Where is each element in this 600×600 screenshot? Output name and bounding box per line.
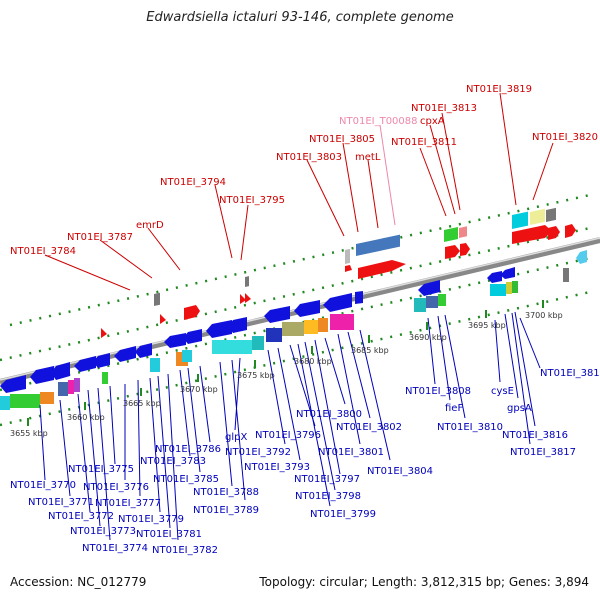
- bottom-gene-label[interactable]: NT01EI_3773: [70, 526, 136, 537]
- forward-features: [101, 207, 576, 338]
- bottom-gene-label[interactable]: NT01EI_3810: [437, 422, 503, 433]
- bottom-gene-label[interactable]: NT01EI_3775: [68, 464, 134, 475]
- bottom-leaders: [39, 311, 541, 541]
- bottom-gene-label[interactable]: gpsA: [507, 403, 532, 414]
- feature-3819b: [548, 226, 560, 240]
- feature-3820: [512, 225, 552, 244]
- top-gene-label[interactable]: NT01EI_3811: [391, 137, 457, 148]
- feature-3811: [445, 245, 460, 259]
- bottom-gene-label[interactable]: NT01EI_3801: [318, 447, 384, 458]
- tick-label: 3700 kbp: [525, 311, 563, 320]
- reverse-features: [0, 250, 587, 410]
- tick-label: 3695 kbp: [468, 321, 506, 330]
- bottom-label-layer: NT01EI_3818 NT01EI_3808 cysE fieF gpsA NT01EI…: [10, 368, 600, 556]
- bottom-gene-label[interactable]: NT01EI_3799: [310, 509, 376, 520]
- tick-label: 3685 kbp: [351, 346, 389, 355]
- feature-3805: [345, 265, 352, 272]
- trna-leader: [379, 124, 396, 226]
- top-gene-label[interactable]: NT01EI_3819: [466, 84, 532, 95]
- bottom-gene-label[interactable]: glpX: [225, 432, 247, 443]
- tick-label: 3680 kbp: [294, 357, 332, 366]
- bottom-gene-label[interactable]: cysE: [491, 386, 514, 397]
- top-leaders: [44, 92, 554, 291]
- bottom-gene-label[interactable]: NT01EI_3779: [118, 514, 184, 525]
- top-label-layer: NT01EI_3819 NT01EI_3813 NT01EI_T00088 cpxA N…: [10, 84, 598, 257]
- bottom-gene-label[interactable]: NT01EI_3774: [82, 543, 148, 554]
- feature-3795: [240, 294, 246, 304]
- feature-3784: [101, 328, 107, 338]
- bottom-gene-label[interactable]: NT01EI_3776: [83, 482, 149, 493]
- bottom-gene-label[interactable]: NT01EI_3804: [367, 466, 433, 477]
- bottom-gene-label[interactable]: NT01EI_3781: [136, 529, 202, 540]
- tick-label: 3675 kbp: [237, 371, 275, 380]
- top-gene-label[interactable]: NT01EI_3787: [67, 232, 133, 243]
- top-gene-label[interactable]: NT01EI_3820: [532, 132, 598, 143]
- bottom-gene-label[interactable]: NT01EI_3788: [193, 487, 259, 498]
- feature-3787: [160, 314, 166, 324]
- bottom-gene-label[interactable]: NT01EI_3783: [140, 456, 206, 467]
- bottom-gene-label[interactable]: NT01EI_3802: [336, 422, 402, 433]
- bottom-gene-label[interactable]: NT01EI_3789: [193, 505, 259, 516]
- bottom-gene-label[interactable]: NT01EI_3818: [540, 368, 600, 379]
- top-gene-label[interactable]: emrD: [136, 220, 164, 231]
- top-gene-label[interactable]: NT01EI_3803: [276, 152, 342, 163]
- bottom-gene-label[interactable]: NT01EI_3782: [152, 545, 218, 556]
- bottom-gene-label[interactable]: NT01EI_3786: [155, 444, 221, 455]
- bottom-gene-label[interactable]: NT01EI_3792: [225, 447, 291, 458]
- top-gene-label[interactable]: NT01EI_T00088: [339, 116, 418, 127]
- feature-3813: [460, 243, 470, 256]
- top-gene-label[interactable]: NT01EI_3794: [160, 177, 226, 188]
- page-title: Edwardsiella ictaluri 93-146, complete g…: [146, 10, 454, 25]
- tick-label: 3660 kbp: [67, 413, 105, 422]
- bottom-gene-label[interactable]: NT01EI_3771: [28, 497, 94, 508]
- bottom-gene-label[interactable]: NT01EI_3800: [296, 409, 362, 420]
- feature-3819c: [565, 224, 576, 238]
- top-gene-label[interactable]: NT01EI_3805: [309, 134, 375, 145]
- bottom-gene-label[interactable]: NT01EI_3777: [95, 498, 161, 509]
- bottom-gene-label[interactable]: NT01EI_3797: [294, 474, 360, 485]
- feature-metL: [358, 260, 406, 279]
- top-gene-label[interactable]: cpxA: [420, 116, 445, 127]
- bottom-gene-label[interactable]: NT01EI_3772: [48, 511, 114, 522]
- top-gene-label[interactable]: NT01EI_3795: [219, 195, 285, 206]
- bottom-gene-label[interactable]: NT01EI_3798: [295, 491, 361, 502]
- tick-label: 3690 kbp: [409, 333, 447, 342]
- bottom-gene-label[interactable]: NT01EI_3816: [502, 430, 568, 441]
- tick-label: 3665 kbp: [123, 399, 161, 408]
- bottom-gene-label[interactable]: NT01EI_3785: [153, 474, 219, 485]
- feature-emrD: [184, 305, 200, 320]
- genome-info-label: Topology: circular; Length: 3,812,315 bp…: [259, 575, 589, 589]
- bottom-gene-label[interactable]: NT01EI_3793: [244, 462, 310, 473]
- bottom-gene-label[interactable]: fieF: [445, 403, 463, 414]
- top-gene-label[interactable]: NT01EI_3784: [10, 246, 76, 257]
- top-gene-label[interactable]: metL: [355, 152, 381, 163]
- top-gene-label[interactable]: NT01EI_3813: [411, 103, 477, 114]
- tick-label: 3670 kbp: [180, 385, 218, 394]
- tick-labels: 3655 kbp 3660 kbp 3665 kbp 3670 kbp 3675 kbp…: [10, 300, 563, 438]
- bottom-gene-label[interactable]: NT01EI_3770: [10, 480, 76, 491]
- tick-label: 3655 kbp: [10, 429, 48, 438]
- bottom-gene-label[interactable]: NT01EI_3817: [510, 447, 576, 458]
- feature-3794: [245, 293, 251, 303]
- dotted-guides: [0, 193, 591, 427]
- accession-label: Accession: NC_012779: [10, 575, 147, 589]
- bottom-gene-label[interactable]: NT01EI_3808: [405, 386, 471, 397]
- bottom-gene-label[interactable]: NT01EI_3796: [255, 430, 321, 441]
